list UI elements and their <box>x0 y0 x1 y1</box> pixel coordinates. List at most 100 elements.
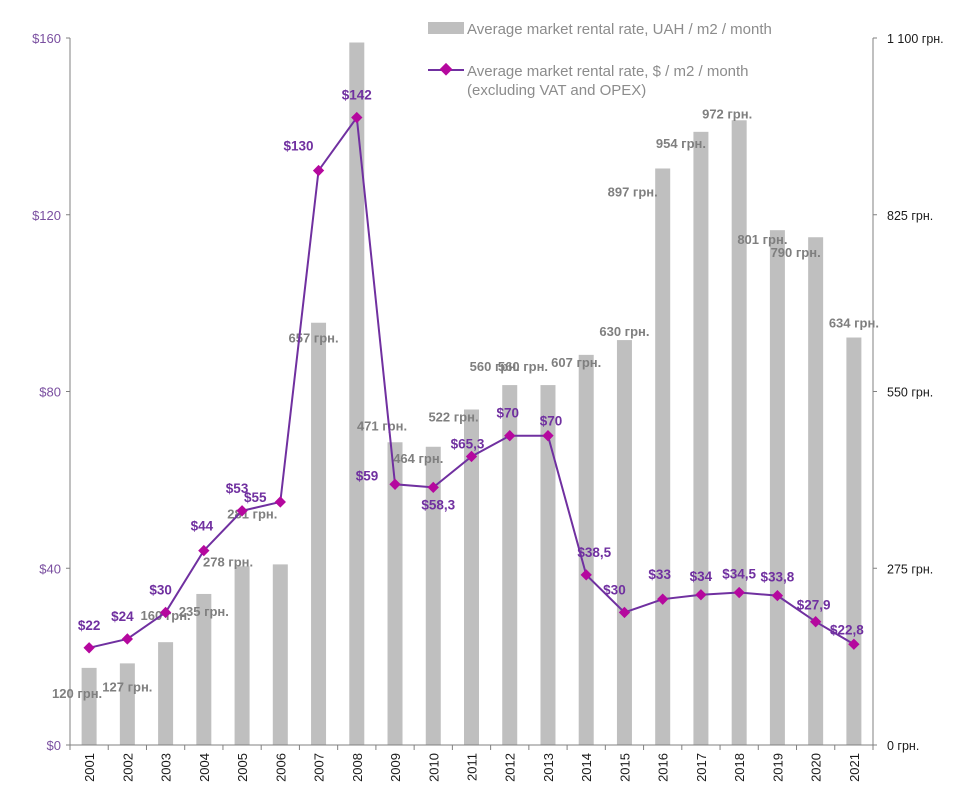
line-label-2010: $58,3 <box>421 497 455 512</box>
bar-label-2001: 120 грн. <box>52 686 102 701</box>
line-label-2014: $38,5 <box>577 545 611 560</box>
legend-line-label-sub: (excluding VAT and OPEX) <box>467 82 646 99</box>
line-point-2003 <box>159 606 172 619</box>
bar-2007 <box>311 322 327 745</box>
left-axis-ticks: $0 $40 $80 $120 $160 <box>32 31 70 753</box>
line-label-2003: $30 <box>149 582 172 597</box>
line-point-2005 <box>236 505 248 517</box>
line-point-2004 <box>198 544 210 557</box>
bar-2014 <box>578 354 594 745</box>
x-tick-label: 2018 <box>732 753 747 782</box>
left-tick-label: $40 <box>39 561 61 576</box>
line-point-2017 <box>695 589 707 601</box>
bar-2003 <box>158 642 174 745</box>
bar-label-2007: 657 грн. <box>288 331 338 346</box>
bar-label-2020: 790 грн. <box>771 245 821 260</box>
x-tick-label: 2010 <box>426 753 441 782</box>
bar-series <box>81 42 862 746</box>
line-point-2018 <box>733 586 745 599</box>
line-series <box>83 111 860 654</box>
bar-label-2009: 471 грн. <box>357 418 407 433</box>
line-point-2014 <box>580 569 592 581</box>
left-tick-label: $0 <box>47 738 61 753</box>
x-tick-label: 2020 <box>809 753 824 782</box>
x-axis-ticks: 2001 2002 2003 2004 2005 2006 2007 2008 2009 2010… <box>69 745 874 782</box>
line-label-2015: $30 <box>603 582 626 597</box>
line-point-2019 <box>771 589 784 602</box>
line-point-2011 <box>465 450 478 463</box>
x-tick-label: 2009 <box>388 753 403 782</box>
x-tick-label: 2006 <box>273 753 288 782</box>
line-label-2001: $22 <box>78 618 101 633</box>
bar-2009 <box>387 442 403 745</box>
legend-bar-label: Average market rental rate, UAH / m2 / m… <box>467 21 772 38</box>
bar-2004 <box>196 593 212 745</box>
x-tick-label: 2002 <box>120 753 135 782</box>
bar-label-2005: 278 грн. <box>203 554 253 569</box>
x-tick-label: 2016 <box>656 753 671 782</box>
bar-label-2010: 464 грн. <box>393 451 443 466</box>
bar-2006 <box>272 564 288 745</box>
line-point-2010 <box>427 481 439 494</box>
line-label-2011: $65,3 <box>451 436 485 451</box>
bar-label-2019: 801 грн. <box>737 232 787 247</box>
left-tick-label: $120 <box>32 208 61 223</box>
line-label-2005: $53 <box>226 481 249 496</box>
line-point-2007 <box>312 164 325 177</box>
line-label-2018: $34,5 <box>722 567 756 582</box>
bar-2021 <box>846 337 862 745</box>
bar-label-2011: 522 грн. <box>428 409 478 424</box>
bar-2008 <box>349 42 365 746</box>
x-tick-label: 2019 <box>770 753 785 782</box>
bar-2005 <box>234 566 250 745</box>
x-tick-label: 2021 <box>847 753 862 782</box>
x-tick-label: 2007 <box>312 753 327 782</box>
x-tick-label: 2003 <box>159 753 174 782</box>
bar-labels: 120 грн. 127 грн.160 грн.235 грн.278 грн.… <box>52 106 879 701</box>
bar-2016 <box>655 168 671 745</box>
right-axis-ticks: 0 грн. 275 грн. 550 грн. 825 грн. 1 100 грн. <box>873 32 944 753</box>
line-point-2012 <box>504 430 516 442</box>
line-point-2009 <box>389 478 401 490</box>
legend: Average market rental rate, UAH / m2 / m… <box>428 21 772 99</box>
bar-label-2021: 634 грн. <box>829 316 879 331</box>
x-tick-label: 2014 <box>579 753 594 782</box>
bar-2020 <box>808 237 824 745</box>
x-tick-label: 2012 <box>503 753 518 782</box>
x-tick-label: 2008 <box>350 753 365 782</box>
line-point-2001 <box>83 642 95 654</box>
bar-2012 <box>502 385 518 745</box>
line-label-2017: $34 <box>690 569 713 584</box>
line-label-2004: $44 <box>191 519 214 534</box>
bar-2018 <box>731 120 747 745</box>
left-tick-label: $80 <box>39 385 61 400</box>
right-tick-label: 1 100 грн. <box>887 32 944 46</box>
right-tick-label: 275 грн. <box>887 562 933 576</box>
x-tick-label: 2004 <box>197 753 212 782</box>
x-tick-label: 2013 <box>541 753 556 782</box>
right-tick-label: 0 грн. <box>887 739 919 753</box>
bar-2002 <box>119 663 135 745</box>
line-point-2015 <box>618 606 631 619</box>
legend-line-label: Average market rental rate, $ / m2 / mon… <box>467 63 749 80</box>
line-label-2007: $130 <box>284 139 314 154</box>
bar-2013 <box>540 385 556 745</box>
bar-label-2017: 954 грн. <box>656 136 706 151</box>
bar-2011 <box>464 409 479 745</box>
legend-diamond-icon <box>439 62 453 76</box>
line-label-2012: $70 <box>496 406 519 421</box>
bar-label-2014: 607 грн. <box>551 355 601 370</box>
bar-2017 <box>693 131 709 745</box>
line-label-2019: $33,8 <box>761 570 795 585</box>
legend-bar-swatch <box>428 22 464 34</box>
right-tick-label: 550 грн. <box>887 386 933 400</box>
line-label-2002: $24 <box>111 609 134 624</box>
bar-label-2012: 560 грн. <box>470 359 520 374</box>
bar-label-2016: 897 грн. <box>608 184 658 199</box>
line-label-2008: $142 <box>342 88 372 103</box>
bar-label-2013: 560 грн. <box>498 359 548 374</box>
line-point-2016 <box>657 593 669 605</box>
x-tick-label: 2005 <box>235 753 250 782</box>
bar-label-2018: 972 грн. <box>702 106 752 121</box>
